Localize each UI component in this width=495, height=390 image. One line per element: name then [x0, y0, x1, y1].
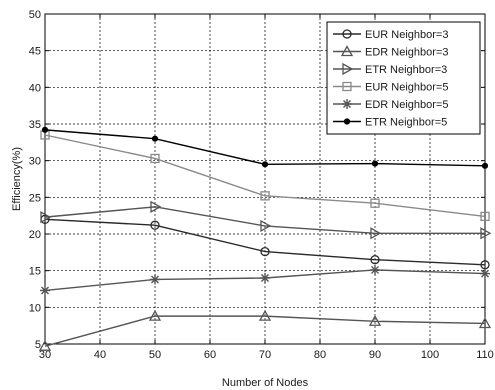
circle-marker: [370, 255, 380, 265]
series-line: [44, 134, 486, 218]
y-tick-label: 5: [35, 339, 41, 351]
circle-marker: [150, 220, 160, 230]
y-tick-label: 40: [29, 82, 41, 94]
dot-marker: [371, 160, 379, 167]
legend-label: ETR Neighbor=3: [365, 64, 447, 76]
square-marker: [370, 198, 380, 208]
y-axis-ticks: 5 10 15 20 25 30 35 40 45 50: [29, 9, 485, 351]
circle-marker: [342, 29, 352, 39]
triangle-up-marker: [38, 339, 52, 351]
circle-marker: [260, 246, 270, 257]
triangle-right-marker: [150, 200, 162, 213]
triangle-up-marker: [478, 317, 492, 329]
legend-entry: EUR Neighbor=3: [333, 29, 448, 41]
dot-marker: [41, 126, 49, 133]
y-tick-label: 45: [29, 46, 41, 58]
triangle-up-marker: [258, 309, 272, 321]
series-5: [40, 264, 490, 296]
series-3: [40, 200, 492, 240]
dot-marker: [151, 135, 159, 142]
y-tick-label: 25: [29, 192, 41, 204]
triangle-right-marker: [40, 211, 52, 224]
square-marker: [342, 81, 352, 92]
legend-label: ETR Neighbor=5: [365, 117, 447, 129]
x-tick-label: 70: [259, 349, 271, 361]
legend: EUR Neighbor=3 EDR Neighbor=3 ETR Neighbor…: [326, 21, 481, 135]
series-2: [38, 309, 492, 351]
legend-entry: EDR Neighbor=5: [333, 99, 448, 111]
square-marker: [260, 191, 270, 201]
y-tick-label: 15: [29, 266, 41, 278]
star-marker: [260, 273, 270, 283]
legend-entry: EDR Neighbor=3: [333, 45, 448, 59]
grid: [45, 14, 485, 344]
triangle-right-marker: [370, 227, 382, 240]
star-marker: [342, 99, 352, 109]
x-tick-label: 90: [369, 349, 381, 361]
x-tick-label: 30: [39, 349, 51, 361]
dot-marker: [481, 162, 489, 169]
dot-marker: [343, 118, 351, 125]
x-tick-label: 50: [149, 349, 161, 361]
star-marker: [480, 268, 490, 279]
x-tick-label: 80: [314, 349, 326, 361]
series-line: [44, 218, 486, 266]
triangle-right-marker: [342, 62, 354, 76]
x-tick-label: 60: [204, 349, 216, 361]
x-tick-label: 110: [476, 349, 494, 361]
legend-entry: EUR Neighbor=5: [333, 82, 448, 94]
x-axis-ticks: 30 40 50 60 70 80 90 100 110: [39, 14, 494, 361]
legend-label: EDR Neighbor=3: [365, 47, 448, 59]
series-line: [44, 206, 485, 234]
legend-label: EDR Neighbor=5: [365, 99, 448, 111]
series-1: [40, 214, 490, 270]
y-tick-label: 20: [29, 229, 41, 241]
triangle-up-marker: [368, 314, 382, 326]
legend-label: EUR Neighbor=5: [365, 82, 448, 94]
x-tick-label: 100: [421, 349, 439, 361]
y-axis-label: Efficiency(%): [11, 147, 23, 211]
series-line: [44, 315, 486, 347]
legend-box: [326, 21, 481, 135]
series-6: [41, 126, 489, 169]
triangle-up-marker: [340, 45, 354, 57]
star-marker: [40, 285, 50, 296]
star-marker: [150, 274, 160, 285]
square-marker: [150, 153, 160, 164]
star-marker: [370, 264, 380, 275]
legend-label: EUR Neighbor=3: [365, 29, 448, 41]
y-tick-label: 30: [29, 156, 41, 168]
triangle-right-marker: [260, 219, 272, 233]
x-tick-label: 40: [94, 349, 106, 361]
x-axis-label: Number of Nodes: [222, 377, 309, 389]
legend-entry: ETR Neighbor=5: [333, 117, 447, 129]
triangle-right-marker: [480, 227, 492, 240]
y-tick-label: 50: [29, 9, 41, 21]
series-4: [40, 130, 490, 222]
series-layer: [38, 126, 492, 351]
legend-entry: ETR Neighbor=3: [333, 62, 447, 76]
dot-marker: [261, 161, 269, 168]
y-tick-label: 10: [29, 302, 41, 314]
y-tick-label: 35: [29, 119, 41, 131]
triangle-up-marker: [148, 309, 162, 321]
square-marker: [480, 211, 490, 222]
